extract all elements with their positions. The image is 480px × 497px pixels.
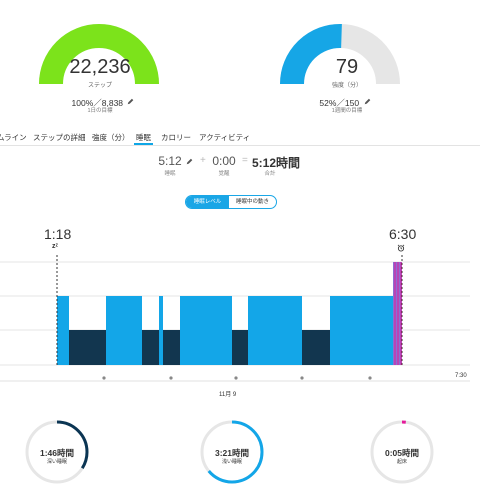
steps-percent-goal: 100%／8,838 [71, 98, 124, 108]
intensity-goal-label: 1週間の目標 [331, 108, 363, 114]
sleep-time-label: 睡眠 [164, 171, 176, 177]
light-sleep-block [106, 296, 142, 365]
alarm-clock-icon [397, 244, 405, 252]
steps-value: 22,236 [69, 56, 131, 78]
awake-time-label: 覚醒 [218, 171, 230, 177]
tab-timeline[interactable]: ムライン [0, 133, 27, 142]
zzz-icon: zᶻ [52, 243, 59, 250]
axis-tick-dot [368, 376, 372, 380]
steps-gauge-fill [39, 24, 159, 85]
equals-sign: = [242, 155, 248, 166]
sleep-view-toggle: 睡眠レベル 睡眠中の動き [185, 195, 277, 209]
pencil-icon[interactable] [127, 98, 134, 105]
steps-gauge [39, 24, 159, 85]
toggle-sleep-movement[interactable]: 睡眠中の動き [235, 199, 269, 205]
intensity-percent-goal: 52%／150 [319, 98, 360, 108]
axis-tick-dot [169, 376, 173, 380]
steps-goal-label: 1日の目標 [87, 108, 113, 114]
tab-activity[interactable]: アクティビティ [199, 133, 251, 142]
steps-goal-row: 100%／8,838 [60, 93, 146, 111]
sleep-time: 5:12 [158, 154, 182, 168]
active-tab-indicator [134, 143, 153, 145]
deep-sleep-ring [25, 420, 89, 484]
deep-sleep-block [163, 330, 180, 365]
tab-calories[interactable]: カロリー [161, 133, 191, 142]
light-sleep-block [159, 296, 163, 365]
steps-label: ステップ [87, 83, 112, 89]
light-sleep-block [57, 296, 69, 365]
tab-intensity[interactable]: 強度（分） [92, 133, 130, 142]
light-sleep-block [180, 296, 232, 365]
pencil-icon[interactable] [186, 158, 193, 165]
intensity-gauge-fill [280, 24, 342, 85]
axis-tick-dot [102, 376, 106, 380]
deep-sleep-value: 1:46時間 [39, 448, 74, 458]
sleep-start-time: 1:18 [44, 226, 72, 242]
total-time-label: 合計 [264, 171, 276, 177]
deep-sleep-block [142, 330, 159, 365]
awake-label: 起床 [396, 459, 407, 465]
intensity-gauge [280, 24, 400, 85]
tab-step-details[interactable]: ステップの詳細 [33, 133, 86, 142]
deep-sleep-label: 深い睡眠 [46, 459, 67, 465]
light-sleep-block [248, 296, 302, 365]
light-sleep-block [330, 296, 393, 365]
light-sleep-ring [200, 420, 264, 484]
intensity-goal-row: 52%／150 [302, 93, 388, 111]
intensity-value: 79 [335, 56, 359, 78]
deep-sleep-block [232, 330, 248, 365]
awake-value: 0:05時間 [384, 448, 419, 458]
sleep-end-time: 6:30 [389, 226, 417, 242]
awake-ring [370, 420, 434, 484]
total-time: 5:12時間 [252, 156, 301, 170]
sleep-stages-chart [0, 255, 470, 382]
toggle-sleep-levels[interactable]: 睡眠レベル [186, 196, 229, 208]
axis-tick-dot [234, 376, 238, 380]
tab-sleep[interactable]: 睡眠 [136, 133, 151, 142]
tab-bar: ムライン ステップの詳細 強度（分） 睡眠 カロリー アクティビティ [0, 129, 480, 146]
light-sleep-label: 浅い睡眠 [221, 459, 242, 465]
axis-end-time: 7:30 [455, 373, 467, 379]
deep-sleep-block [302, 330, 330, 365]
pencil-icon[interactable] [364, 98, 371, 105]
intensity-label: 強度（分） [331, 83, 362, 89]
plus-sign: + [200, 155, 206, 166]
light-sleep-value: 3:21時間 [214, 448, 249, 458]
deep-sleep-block [69, 330, 106, 365]
axis-tick-dot [300, 376, 304, 380]
date-label: 11月 9 [219, 392, 237, 398]
awake-time: 0:00 [212, 154, 236, 168]
